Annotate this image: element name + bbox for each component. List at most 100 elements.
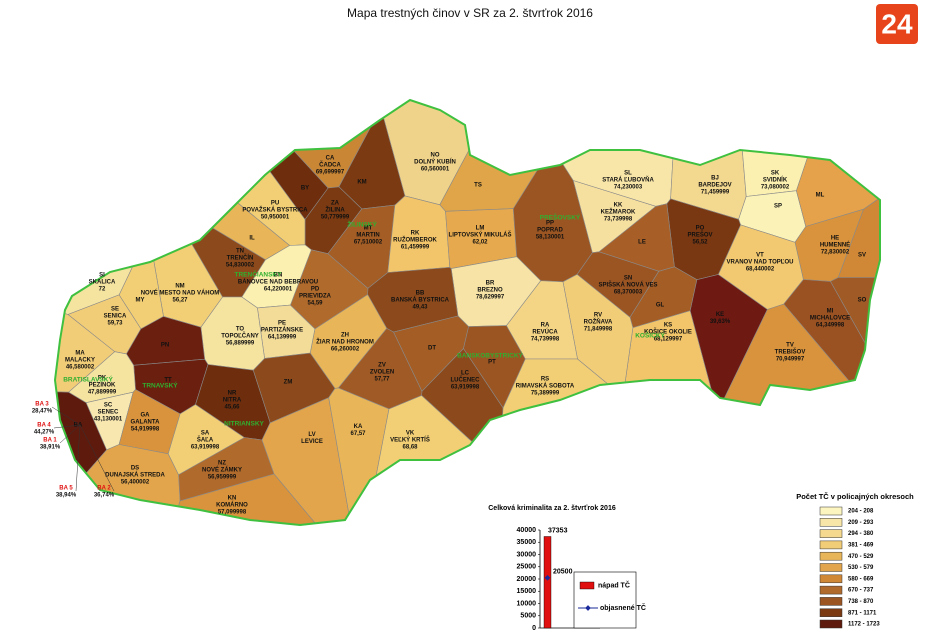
y-tick-label: 5000 — [520, 613, 536, 620]
district-code: SE — [111, 307, 119, 313]
district-value: 69,699997 — [316, 170, 345, 176]
district-name: SENEC — [98, 410, 119, 416]
district-value: 56,27 — [172, 298, 188, 304]
district-name: SVIDNÍK — [763, 176, 788, 184]
district-value: 78,629997 — [476, 295, 505, 301]
district-name: BARDEJOV — [698, 183, 731, 189]
district-code: TN — [236, 249, 244, 255]
district-code: CA — [326, 156, 335, 162]
district-name: SKALICA — [89, 280, 116, 286]
y-tick-label: 40000 — [517, 527, 537, 534]
district-value: 70,949997 — [776, 357, 805, 363]
point — [544, 574, 551, 581]
district-name: TRENČÍN — [227, 254, 254, 262]
district-code: RK — [411, 231, 420, 237]
district-name: GALANTA — [131, 420, 161, 426]
district-code: LE — [638, 240, 646, 246]
district-value: 58,130001 — [536, 235, 565, 241]
ba-leader — [79, 424, 115, 492]
district-value: 56,959999 — [208, 475, 237, 481]
district-code: KK — [614, 203, 623, 209]
district-value: 72 — [99, 287, 106, 293]
district-value: 45,66 — [224, 405, 240, 411]
ba-leader — [53, 424, 81, 429]
district-code: LM — [476, 226, 485, 232]
district-value: 68,68 — [402, 445, 418, 451]
value-label: 37353 — [548, 527, 568, 534]
ba-value: 44,27% — [34, 430, 55, 436]
district-value: 68,129997 — [654, 337, 683, 343]
legend-swatch — [819, 574, 843, 584]
district-name: NOVÉ ZÁMKY — [202, 466, 242, 474]
ba-code: BA 3 — [35, 402, 49, 408]
district-name: MALACKY — [65, 358, 95, 364]
district-name: ŽILINA — [325, 206, 345, 214]
district-name: KOŠICE OKOLIE — [644, 328, 692, 336]
district-value: 46,580002 — [66, 365, 95, 371]
district-value: 57,099998 — [218, 510, 247, 516]
district-name: DUNAJSKÁ STREDA — [105, 472, 165, 479]
district-code: SI — [99, 273, 105, 279]
legend-label: 871 - 1171 — [848, 610, 877, 616]
y-tick-label: 30000 — [517, 551, 537, 558]
district-value: 63,919998 — [451, 385, 480, 391]
district-name: POPRAD — [537, 228, 563, 234]
legend-swatch — [819, 608, 843, 617]
district-code: SA — [201, 431, 210, 437]
logo: 24 — [876, 4, 918, 44]
district-code: DS — [131, 466, 139, 472]
inset-title: Celková kriminalita za 2. štvrťrok 2016 — [488, 505, 616, 512]
district-code: TV — [786, 343, 794, 349]
y-tick-label: 15000 — [517, 588, 537, 595]
district-value: 56,52 — [692, 240, 708, 246]
district-name: DOLNÝ KUBÍN — [414, 158, 456, 166]
district-code: BB — [416, 291, 425, 297]
district-code: RV — [594, 313, 602, 319]
region-label: KOŠICKÝ — [635, 331, 665, 340]
district-name: RIMAVSKÁ SOBOTA — [516, 383, 575, 390]
district-name: POVAŽSKÁ BYSTRICA — [242, 206, 308, 214]
district-code: PU — [271, 201, 279, 207]
district-value: 66,260002 — [331, 347, 360, 353]
district-value: 68,370003 — [614, 290, 643, 296]
legend-label: 580 - 669 — [848, 576, 874, 582]
region-label: NITRIANSKY — [224, 421, 264, 428]
district-code: SO — [858, 298, 867, 304]
district-name: TOPOĽČANY — [221, 333, 259, 340]
district-name: RUŽOMBEROK — [393, 236, 437, 244]
district-code: BY — [301, 186, 309, 192]
district-name: TREBIŠOV — [775, 348, 806, 356]
district-name: ROŽŇAVA — [584, 318, 613, 326]
title: Mapa trestných činov v SR za 2. štvrťrok… — [347, 6, 593, 20]
district-code: VK — [406, 431, 415, 437]
district-name: LEVICE — [301, 439, 323, 445]
district-code: PN — [161, 343, 169, 349]
ba-value: 38,94% — [56, 493, 77, 499]
district-name: REVÚCA — [532, 329, 558, 336]
district-value: 74,230003 — [614, 185, 643, 191]
district-value: 47,889999 — [88, 390, 117, 396]
district-name: VEĽKÝ KRTÍŠ — [390, 436, 430, 444]
legend-label: 294 - 380 — [848, 531, 874, 537]
y-tick-label: 25000 — [517, 564, 537, 571]
region-label: TRENČIANSKY — [235, 270, 283, 279]
district-code: MI — [827, 309, 834, 315]
district-value: 49,43 — [412, 305, 428, 311]
district-code: GL — [656, 303, 665, 309]
district-name: STARÁ ĽUBOVŇA — [602, 176, 654, 184]
value-label: 20500 — [553, 569, 573, 576]
district-code: ZH — [341, 333, 349, 339]
district-code: KN — [228, 496, 237, 502]
chart-legend-box — [573, 571, 637, 629]
district-code: RS — [541, 377, 549, 383]
district-value: 56,889999 — [226, 341, 255, 347]
ba-value: 28,47% — [32, 409, 53, 415]
district-code: HE — [831, 236, 839, 242]
district-code: IL — [249, 236, 255, 242]
district-name: MICHALOVCE — [810, 316, 850, 322]
legend-swatch — [819, 518, 843, 527]
district-value: 74,739998 — [531, 337, 560, 343]
district-value: 73,080002 — [761, 185, 790, 191]
district-code: ML — [816, 193, 825, 199]
district-code: KM — [357, 180, 366, 186]
